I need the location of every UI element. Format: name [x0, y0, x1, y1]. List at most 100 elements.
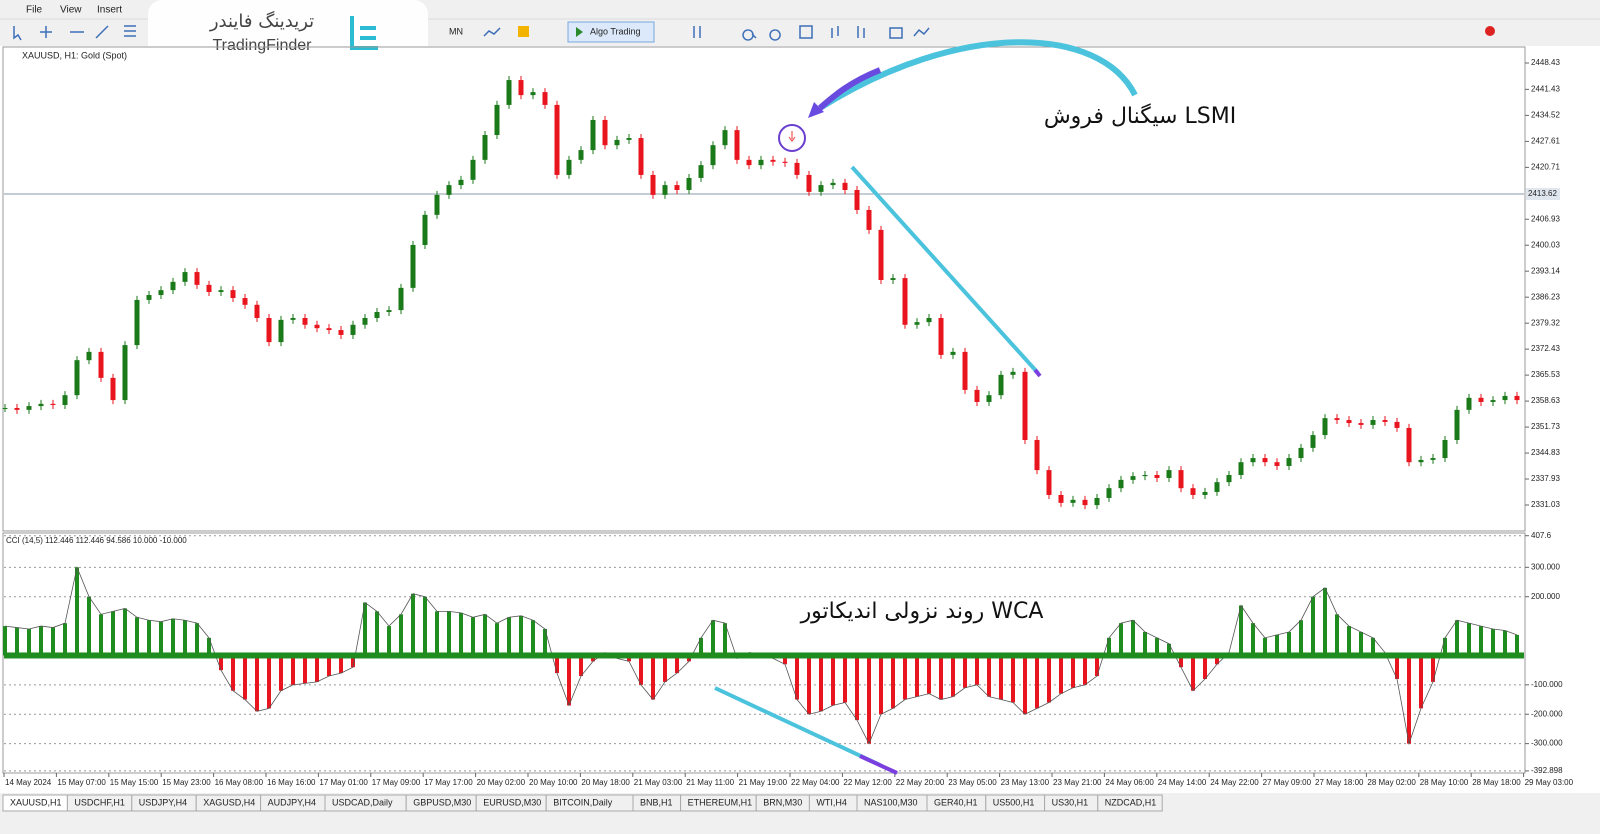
cci-bar	[279, 655, 283, 691]
menu-item[interactable]: File	[26, 5, 43, 16]
candle	[1286, 458, 1292, 466]
candle	[422, 214, 428, 245]
cci-bar	[183, 620, 187, 656]
y-tick-label: 300.000	[1531, 562, 1560, 571]
candle	[638, 138, 644, 175]
candle	[1046, 470, 1052, 495]
candle	[962, 351, 968, 390]
candle	[710, 145, 716, 166]
tab-label[interactable]: WTI,H4	[816, 797, 847, 807]
candle	[1478, 397, 1484, 402]
candle	[458, 179, 464, 186]
cci-bar	[579, 655, 583, 677]
tab-label[interactable]: XAUUSD,H1	[10, 797, 62, 807]
cci-bar	[555, 655, 559, 674]
tab-label[interactable]: USDJPY,H4	[139, 797, 187, 807]
tab-label[interactable]: USDCAD,Daily	[332, 797, 393, 807]
y-tick-label: 2331.03	[1531, 500, 1560, 509]
algo-label[interactable]: Algo Trading	[590, 26, 641, 36]
time-label: 17 May 01:00	[319, 778, 368, 787]
price-panel	[2, 46, 1526, 532]
candle	[914, 322, 920, 325]
cci-bar	[231, 655, 235, 691]
y-tick-label: -300.000	[1531, 739, 1563, 748]
candle	[1226, 474, 1232, 483]
candle	[1322, 418, 1328, 436]
candle	[482, 135, 488, 160]
cci-bar	[267, 655, 271, 709]
cci-bar	[327, 655, 331, 677]
cci-bar	[87, 596, 91, 656]
time-label: 23 May 21:00	[1053, 778, 1102, 787]
cci-bar	[951, 655, 955, 697]
trend-line-end	[1033, 368, 1042, 378]
cci-bar	[3, 626, 7, 656]
cci-bar	[867, 655, 871, 744]
candle	[1406, 427, 1412, 463]
cci-bar	[459, 612, 463, 656]
candle	[1034, 439, 1040, 471]
tab-label[interactable]: BNB,H1	[640, 797, 673, 807]
time-label: 24 May 22:00	[1210, 778, 1259, 787]
candle	[746, 159, 752, 166]
tab-label[interactable]: XAGUSD,H4	[203, 797, 255, 807]
menu-item[interactable]: Insert	[97, 5, 122, 16]
candle	[1214, 482, 1220, 492]
candle	[530, 92, 536, 96]
tab-label[interactable]: USDCHF,H1	[74, 797, 125, 807]
candle	[614, 139, 620, 146]
candle	[1178, 470, 1184, 489]
cci-bar	[807, 655, 811, 715]
tab-label[interactable]: BITCOIN,Daily	[553, 797, 613, 807]
tab-label[interactable]: NAS100,M30	[864, 797, 918, 807]
cci-bar	[1143, 631, 1147, 656]
y-tick-label: 200.000	[1531, 592, 1560, 601]
candle	[1070, 499, 1076, 503]
algo-icon	[576, 27, 583, 37]
candle	[974, 389, 980, 402]
cci-bar	[567, 655, 571, 706]
candle	[206, 284, 212, 293]
cci-bar	[1407, 655, 1411, 744]
tab-label[interactable]: ETHEREUM,H1	[688, 797, 753, 807]
cci-bar	[1287, 631, 1291, 656]
candle	[1358, 423, 1364, 425]
cci-bar	[1239, 605, 1243, 656]
cci-bar	[207, 637, 211, 656]
candle	[14, 407, 20, 410]
cci-bar	[1179, 655, 1183, 668]
candle	[38, 403, 44, 407]
tab-label[interactable]: US500,H1	[993, 797, 1035, 807]
tab[interactable]	[1097, 794, 1163, 812]
tab-label[interactable]: US30,H1	[1052, 797, 1089, 807]
algo-button[interactable]	[567, 21, 655, 43]
candle	[338, 330, 344, 335]
candle	[1166, 470, 1172, 479]
candle	[278, 319, 284, 343]
y-tick-label: 2427.61	[1531, 136, 1560, 145]
tab-label[interactable]: BRN,M30	[763, 797, 802, 807]
tab-label[interactable]: GER40,H1	[934, 797, 978, 807]
menu-item[interactable]: View	[60, 5, 82, 16]
tab-label[interactable]: AUDJPY,H4	[268, 797, 316, 807]
cci-bar	[1455, 620, 1459, 656]
time-label: 21 May 03:00	[634, 778, 683, 787]
timeframe[interactable]: MN	[449, 26, 463, 36]
cci-bar	[1155, 637, 1159, 656]
y-tick-label: 2365.53	[1531, 370, 1560, 379]
tab-label[interactable]: GBPUSD,M30	[413, 797, 471, 807]
signal-circle	[778, 124, 806, 152]
candle	[926, 317, 932, 323]
cci-bar	[1491, 629, 1495, 656]
candle	[578, 150, 584, 160]
tab-label[interactable]: EURUSD,M30	[483, 797, 541, 807]
tab-label[interactable]: NZDCAD,H1	[1105, 797, 1157, 807]
cci-bar	[819, 655, 823, 712]
cci-bar	[399, 614, 403, 656]
cci-bar	[1347, 626, 1351, 656]
candle	[626, 138, 632, 140]
cci-title: CCI (14,5) 112.446 112.446 94.586 10.000…	[6, 536, 187, 545]
y-tick-label: 2400.03	[1531, 240, 1560, 249]
time-label: 22 May 12:00	[843, 778, 892, 787]
time-label: 17 May 09:00	[372, 778, 421, 787]
